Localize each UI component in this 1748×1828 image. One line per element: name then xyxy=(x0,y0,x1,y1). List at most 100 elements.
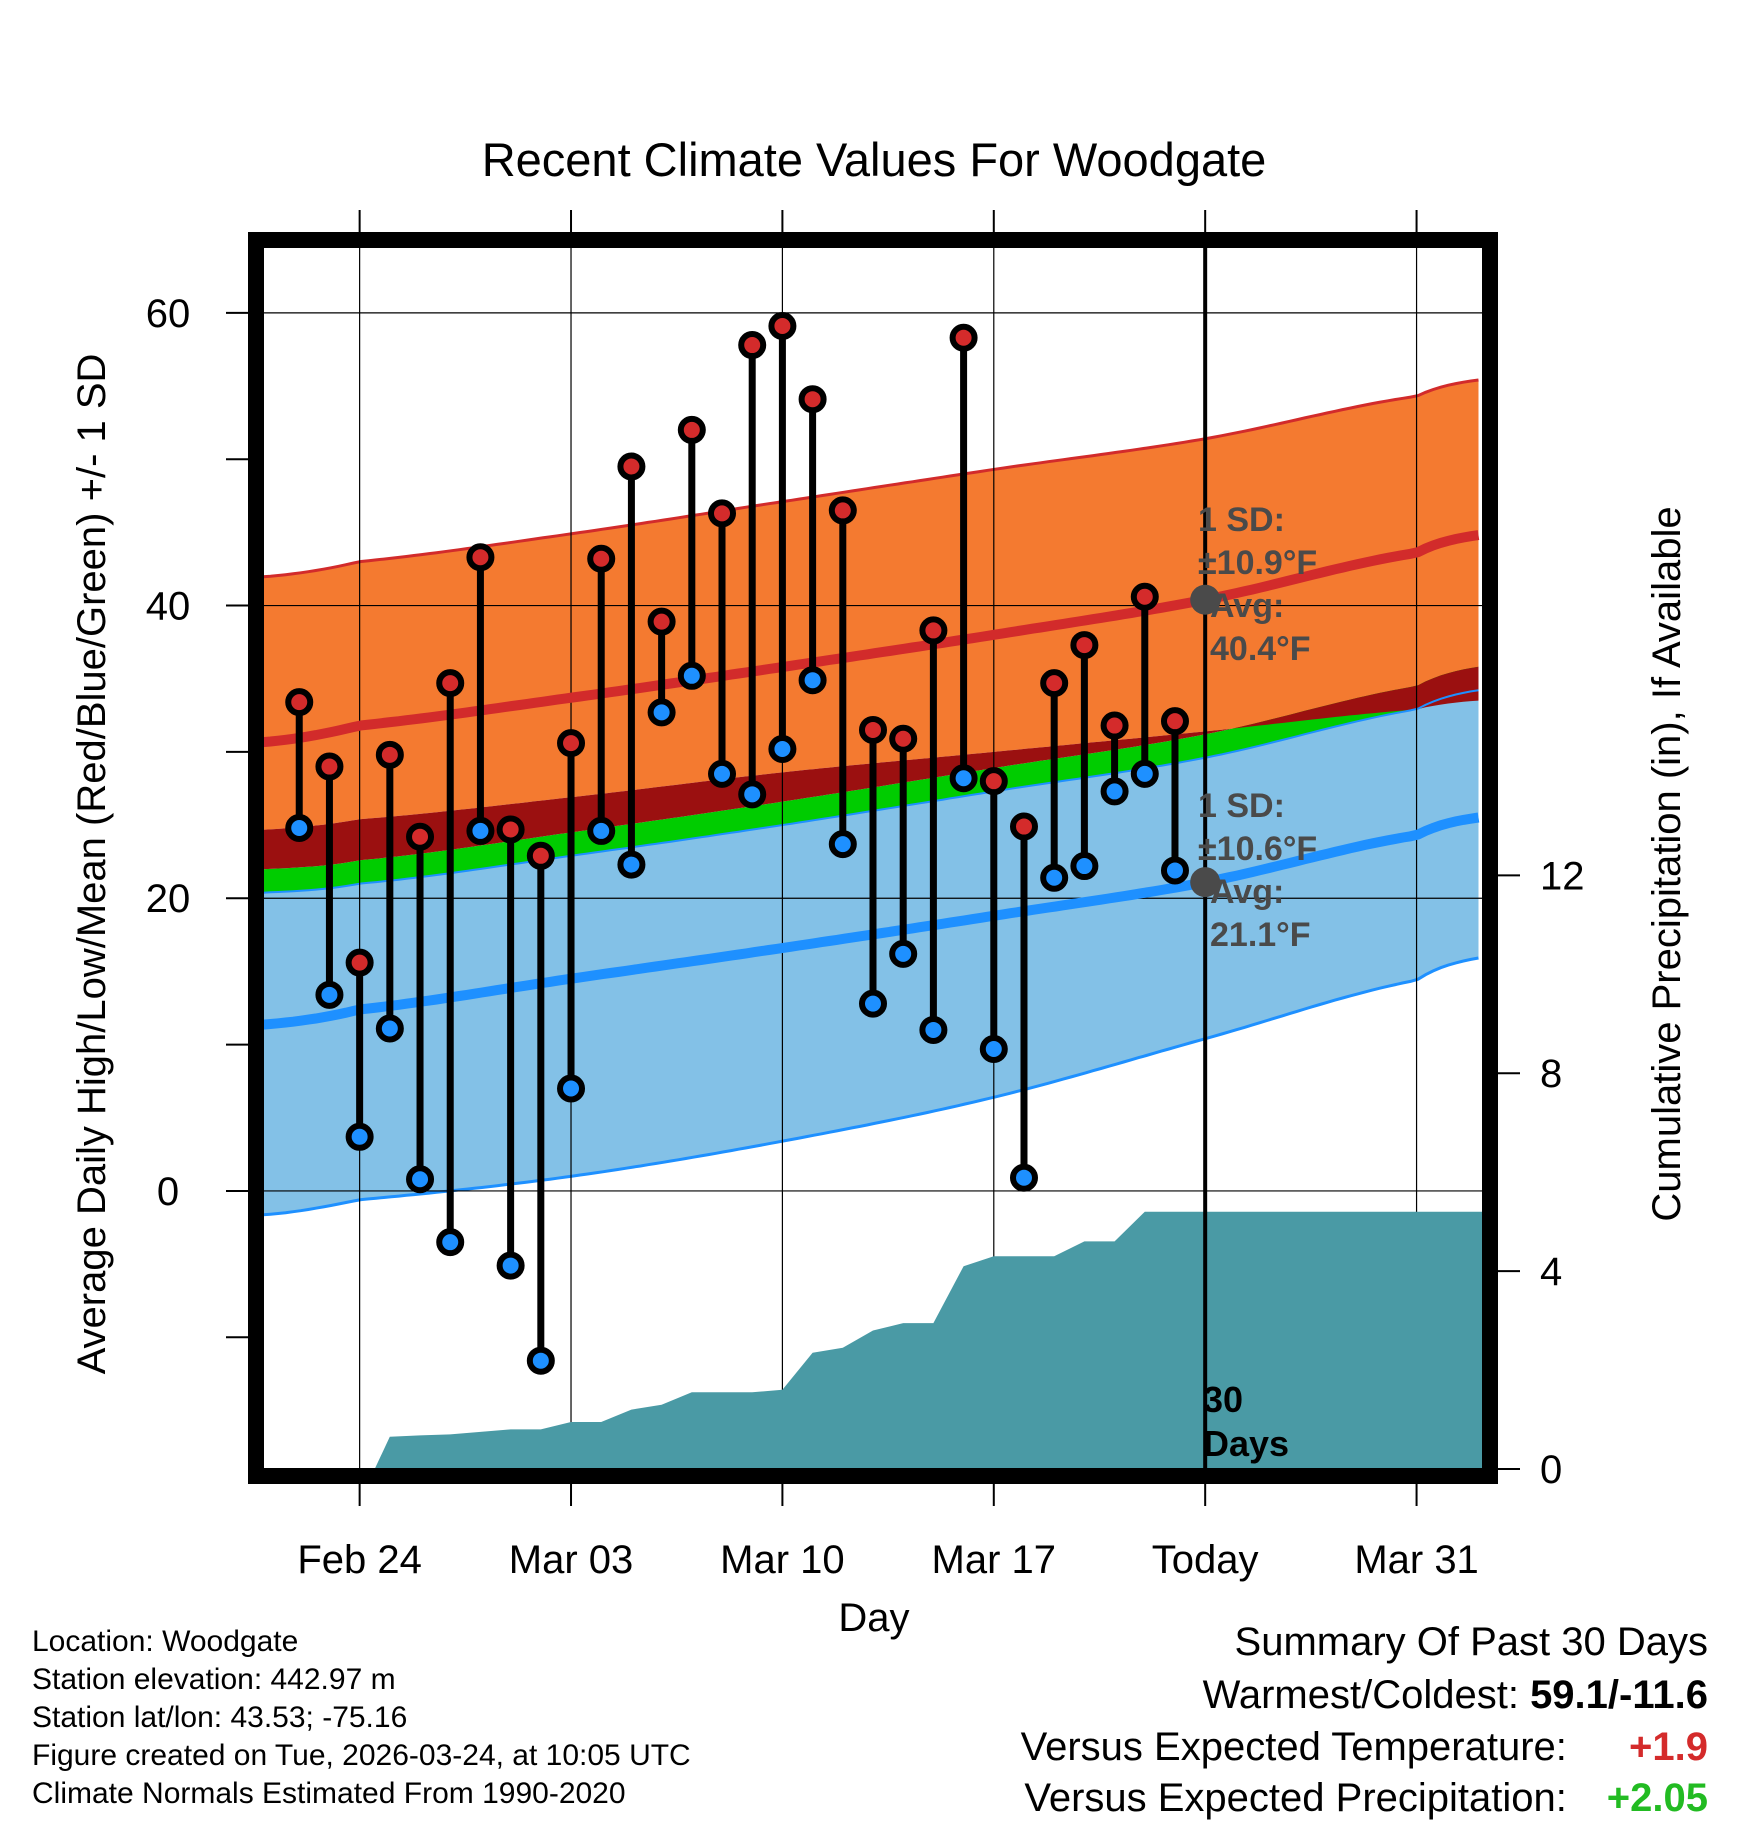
low-avg-value: 21.1°F xyxy=(1210,916,1311,954)
mean-band xyxy=(263,666,1479,893)
daily-high-point xyxy=(677,415,706,444)
y-tick-label: 60 xyxy=(146,292,191,336)
daily-low-point xyxy=(1040,863,1069,892)
daily-low-point xyxy=(466,816,495,845)
daily-high-point xyxy=(919,616,948,645)
daily-high-point xyxy=(557,729,586,758)
daily-low-point xyxy=(526,1346,555,1375)
daily-high-point xyxy=(617,452,646,481)
y-tick-label: 20 xyxy=(146,877,191,921)
x-tick-label: Mar 03 xyxy=(509,1538,634,1582)
temp-value: +1.9 xyxy=(1629,1725,1708,1769)
chart-title: Recent Climate Values For Woodgate xyxy=(482,133,1267,186)
daily-low-point xyxy=(345,1122,374,1151)
normals-text: Climate Normals Estimated From 1990-2020 xyxy=(32,1777,626,1810)
x-tick-label: Mar 31 xyxy=(1354,1538,1479,1582)
daily-low-point xyxy=(798,666,827,695)
summary-temp: Versus Expected Temperature: +1.9 xyxy=(1021,1725,1708,1770)
precip-value: +2.05 xyxy=(1606,1776,1708,1820)
daily-high-point xyxy=(1130,582,1159,611)
y-tick-label: 0 xyxy=(157,1170,179,1214)
y2-tick-label: 8 xyxy=(1540,1052,1562,1096)
daily-high-point xyxy=(466,543,495,572)
daily-low-point xyxy=(1070,852,1099,881)
daily-low-point xyxy=(828,830,857,859)
warm-cold-value: 59.1/-11.6 xyxy=(1530,1673,1708,1717)
low-sd-value: ±10.6°F xyxy=(1198,830,1317,868)
daily-low-point xyxy=(375,1014,404,1043)
x-tick-label: Mar 10 xyxy=(720,1538,845,1582)
daily-high-point xyxy=(587,544,616,573)
low-avg-label: Avg: xyxy=(1210,873,1284,911)
today-normal-low-marker xyxy=(1190,867,1221,898)
high-avg-label: Avg: xyxy=(1210,587,1284,625)
days-word: Days xyxy=(1203,1423,1289,1464)
daily-high-point xyxy=(285,688,314,717)
daily-low-point xyxy=(859,989,887,1018)
summary-precip: Versus Expected Precipitation: +2.05 xyxy=(1024,1776,1708,1821)
daily-high-point xyxy=(436,669,465,698)
daily-high-point xyxy=(345,948,374,977)
y-axis-label: Average Daily High/Low/Mean (Red/Blue/Gr… xyxy=(70,354,114,1375)
daily-low-point xyxy=(1009,1163,1038,1192)
daily-low-point xyxy=(1130,759,1159,788)
latlon-text: Station lat/lon: 43.53; -75.16 xyxy=(32,1701,408,1734)
daily-high-point xyxy=(1070,631,1099,660)
daily-low-point xyxy=(677,661,706,690)
daily-high-point xyxy=(526,841,555,870)
daily-low-point xyxy=(919,1015,948,1044)
location-text: Location: Woodgate xyxy=(32,1625,299,1658)
created-text: Figure created on Tue, 2026-03-24, at 10… xyxy=(32,1739,691,1772)
daily-low-point xyxy=(617,850,646,879)
daily-high-point xyxy=(1009,812,1038,841)
normal-high-line xyxy=(263,530,1480,748)
daily-low-point xyxy=(889,939,918,968)
temp-label: Versus Expected Temperature: xyxy=(1020,1725,1567,1769)
daily-high-point xyxy=(406,822,435,851)
high-sd-label: 1 SD: xyxy=(1198,501,1285,539)
daily-high-point xyxy=(1160,707,1189,736)
elevation-text: Station elevation: 442.97 m xyxy=(32,1663,396,1696)
daily-low-point xyxy=(708,759,737,788)
summary-title-text: Summary Of Past 30 Days xyxy=(1234,1620,1708,1664)
high-sd-value: ±10.9°F xyxy=(1198,544,1317,582)
daily-low-point xyxy=(949,764,978,793)
daily-high-point xyxy=(798,385,827,414)
low-band-lower-edge xyxy=(263,956,1479,1217)
summary-warm-cold: Warmest/Coldest: 59.1/-11.6 xyxy=(1203,1673,1708,1718)
daily-high-point xyxy=(647,607,676,636)
today-normal-high-marker xyxy=(1190,584,1221,615)
y-tick-label: 40 xyxy=(146,585,191,629)
y2-tick-label: 12 xyxy=(1540,854,1585,898)
high-band-upper-edge xyxy=(263,378,1479,579)
daily-low-point xyxy=(979,1034,1008,1063)
daily-low-point xyxy=(496,1251,525,1280)
precip-label: Versus Expected Precipitation: xyxy=(1024,1776,1567,1820)
high-avg-value: 40.4°F xyxy=(1210,630,1311,668)
daily-low-point xyxy=(647,698,676,727)
plot-frame xyxy=(248,232,1498,1484)
days-count: 30 xyxy=(1203,1379,1243,1420)
daily-low-point xyxy=(1160,856,1189,885)
daily-low-point xyxy=(315,980,344,1009)
daily-high-point xyxy=(1100,711,1129,740)
y2-tick-label: 4 xyxy=(1540,1250,1562,1294)
daily-low-point xyxy=(285,813,314,842)
daily-low-point xyxy=(587,816,616,845)
daily-high-point xyxy=(889,724,918,753)
daily-high-point xyxy=(949,323,978,352)
daily-high-point xyxy=(859,715,887,744)
x-tick-label: Today xyxy=(1152,1538,1259,1582)
daily-low-point xyxy=(557,1074,586,1103)
y2-tick-label: 0 xyxy=(1540,1448,1562,1492)
daily-high-point xyxy=(315,752,344,781)
low-sd-label: 1 SD: xyxy=(1198,787,1285,825)
daily-low-point xyxy=(768,734,797,763)
y2-axis-label: Cumulative Precipitation (in), If Availa… xyxy=(1645,506,1689,1221)
daily-low-point xyxy=(738,780,767,809)
daily-high-point xyxy=(708,499,737,528)
x-axis-label: Day xyxy=(838,1596,909,1640)
daily-high-point xyxy=(979,767,1008,796)
daily-high-point xyxy=(738,331,767,360)
